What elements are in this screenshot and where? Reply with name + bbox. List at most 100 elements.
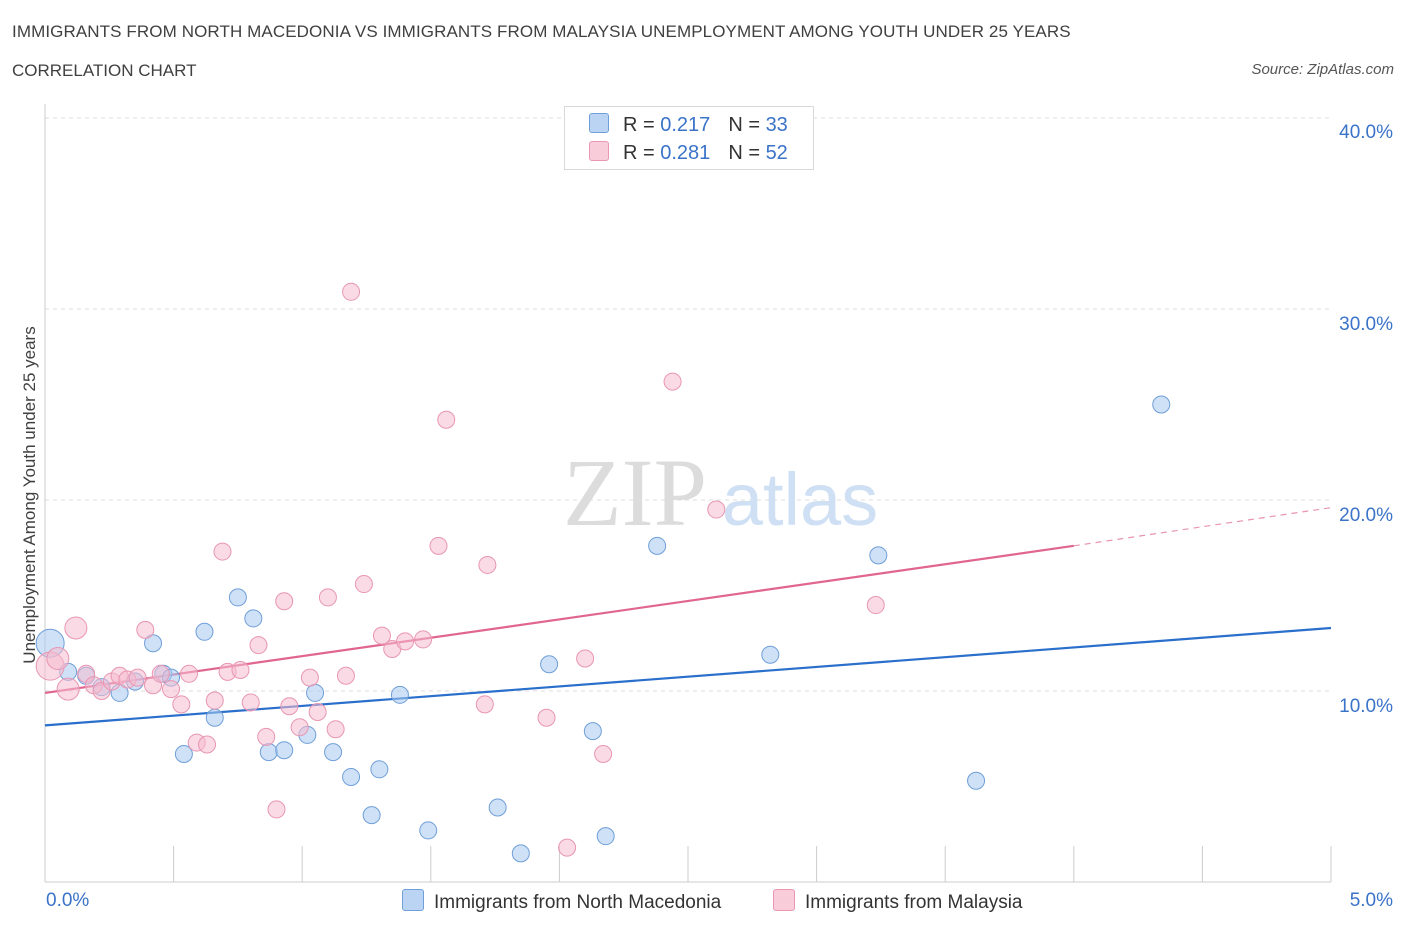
point-pink-19: [205, 691, 224, 710]
point-blue-26: [540, 655, 559, 674]
point-pink-23: [241, 693, 260, 712]
chart-subtitle: CORRELATION CHART: [12, 61, 197, 80]
point-pink-16: [180, 664, 199, 683]
point-blue-11: [205, 708, 224, 727]
point-pink-22: [231, 660, 250, 679]
x-tick-label-max: 5.0%: [1349, 890, 1393, 911]
point-blue-30: [761, 645, 780, 664]
point-blue-6: [144, 634, 163, 653]
point-blue-10: [195, 622, 214, 641]
point-pink-44: [478, 555, 497, 574]
legend-r-value: 0.281: [660, 142, 711, 164]
legend-r-label: R =: [623, 114, 655, 136]
y-tick-label-20: 20.0%: [1339, 505, 1393, 526]
point-pink-35: [342, 282, 361, 301]
point-pink-3: [64, 616, 88, 640]
legend-n-value: 33: [765, 114, 788, 136]
point-pink-25: [257, 727, 276, 746]
point-blue-17: [306, 683, 325, 702]
point-pink-2: [56, 677, 80, 701]
watermark-atlas: atlas: [722, 458, 878, 541]
bottom-legend-label-blue: Immigrants from North Macedonia: [434, 892, 722, 913]
trendline-pink-extension: [1073, 507, 1332, 547]
bottom-legend-north-macedonia: Immigrants from North Macedonia: [402, 889, 721, 914]
point-pink-46: [558, 838, 577, 857]
point-pink-24: [249, 636, 268, 655]
point-blue-22: [390, 685, 409, 704]
legend-swatch-blue: [589, 113, 609, 133]
bottom-legend-swatch-pink: [773, 889, 795, 911]
legend-row-north-macedonia: R = 0.217 N = 33: [589, 113, 788, 137]
point-pink-30: [300, 668, 319, 687]
point-blue-27: [583, 722, 602, 741]
trendline-pink: [44, 544, 1074, 694]
point-pink-14: [162, 680, 181, 699]
bottom-legend-malaysia: Immigrants from Malaysia: [773, 889, 1023, 914]
point-blue-15: [275, 741, 294, 760]
chart-title: IMMIGRANTS FROM NORTH MACEDONIA VS IMMIG…: [12, 22, 1071, 41]
point-pink-33: [326, 720, 345, 739]
watermark-zip: ZIP: [563, 439, 707, 546]
point-blue-9: [174, 745, 193, 764]
point-pink-13: [151, 664, 170, 683]
point-pink-47: [576, 649, 595, 668]
legend-swatch-pink: [589, 141, 609, 161]
y-tick-label-30: 30.0%: [1339, 314, 1393, 335]
point-pink-29: [290, 718, 309, 737]
point-pink-40: [414, 630, 433, 649]
point-pink-45: [537, 708, 556, 727]
point-pink-50: [707, 500, 726, 519]
point-pink-31: [308, 703, 327, 722]
point-blue-13: [244, 609, 263, 628]
point-pink-10: [128, 668, 147, 687]
point-blue-24: [488, 798, 507, 817]
point-blue-29: [648, 536, 667, 555]
point-blue-32: [967, 771, 986, 790]
correlation-legend: R = 0.217 N = 33 R = 0.281 N = 52: [564, 106, 814, 170]
point-pink-42: [437, 410, 456, 429]
point-pink-36: [354, 575, 373, 594]
point-blue-20: [362, 806, 381, 825]
legend-row-malaysia: R = 0.281 N = 52: [589, 141, 788, 165]
point-pink-32: [318, 588, 337, 607]
y-tick-label-40: 40.0%: [1339, 122, 1393, 143]
point-blue-18: [324, 743, 343, 762]
point-pink-20: [213, 542, 232, 561]
point-blue-31: [869, 546, 888, 565]
point-pink-15: [172, 695, 191, 714]
point-pink-1: [46, 647, 70, 671]
y-tick-label-10: 10.0%: [1339, 696, 1393, 717]
source-label: Source: ZipAtlas.com: [1251, 61, 1394, 78]
point-blue-25: [511, 844, 530, 863]
point-blue-12: [228, 588, 247, 607]
trendline-blue: [44, 626, 1332, 727]
point-pink-51: [866, 596, 885, 615]
point-blue-33: [1152, 395, 1171, 414]
point-blue-21: [370, 760, 389, 779]
point-pink-18: [198, 735, 217, 754]
point-pink-49: [663, 372, 682, 391]
x-tick-label-min: 0.0%: [46, 890, 90, 911]
bottom-legend-swatch-blue: [402, 889, 424, 911]
bottom-legend-label-pink: Immigrants from Malaysia: [805, 892, 1023, 913]
legend-n-label: N =: [728, 114, 760, 136]
point-pink-27: [275, 592, 294, 611]
point-blue-19: [342, 767, 361, 786]
point-blue-23: [419, 821, 438, 840]
point-pink-48: [594, 745, 613, 764]
point-blue-14: [259, 743, 278, 762]
point-pink-43: [475, 695, 494, 714]
point-pink-39: [396, 632, 415, 651]
point-pink-26: [267, 800, 286, 819]
point-pink-28: [280, 697, 299, 716]
legend-n-label: N =: [728, 142, 760, 164]
point-pink-41: [429, 536, 448, 555]
legend-r-value: 0.217: [660, 114, 711, 136]
point-pink-37: [372, 626, 391, 645]
point-blue-28: [596, 827, 615, 846]
legend-r-label: R =: [623, 142, 655, 164]
point-pink-11: [136, 620, 155, 639]
legend-n-value: 52: [765, 142, 788, 164]
point-pink-34: [336, 666, 355, 685]
